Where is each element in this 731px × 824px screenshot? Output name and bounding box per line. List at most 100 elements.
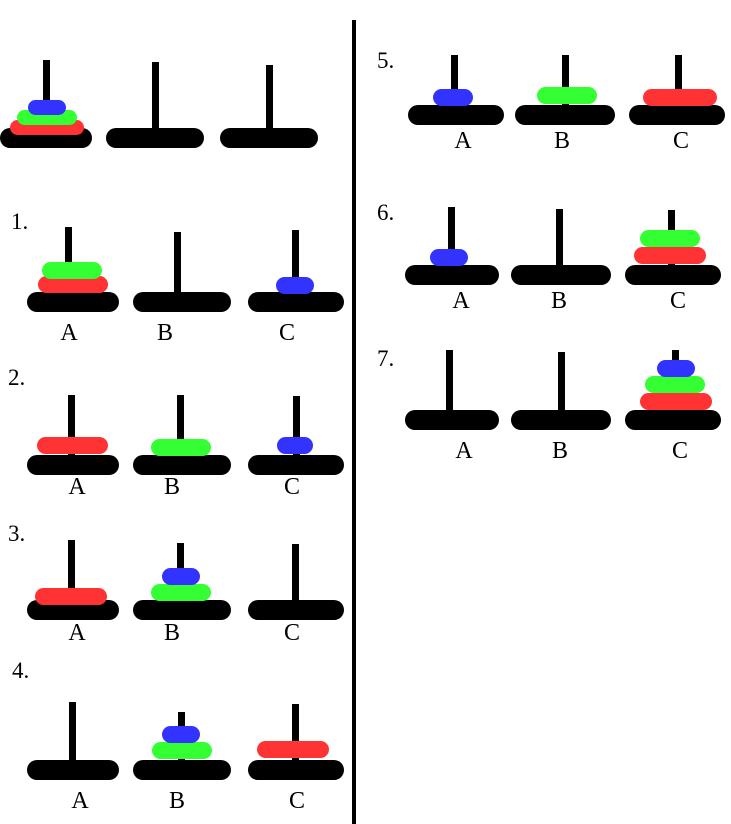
tower-b — [133, 395, 231, 475]
disk-green — [152, 742, 212, 759]
tower-a — [27, 227, 119, 312]
disk-blue — [430, 249, 468, 266]
tower-base — [27, 292, 119, 312]
tower-c — [248, 396, 344, 475]
tower-base — [629, 105, 725, 125]
tower-c — [248, 544, 344, 620]
peg-label-b: B — [164, 474, 180, 500]
peg — [556, 209, 563, 267]
tower-base — [133, 292, 231, 312]
tower-b — [133, 543, 231, 620]
tower-a — [405, 350, 499, 430]
peg-label-c: C — [670, 288, 686, 314]
peg — [446, 350, 453, 412]
tower-base — [133, 455, 231, 475]
disk-red — [640, 393, 712, 410]
tower-base — [248, 455, 344, 475]
peg-label-a: A — [68, 474, 86, 500]
tower-c — [248, 230, 344, 312]
disk-blue — [657, 360, 695, 377]
tower-base — [625, 265, 721, 285]
peg — [174, 232, 181, 294]
peg — [558, 352, 565, 412]
disk-green — [537, 87, 597, 104]
tower-b — [133, 232, 231, 312]
peg-label-c: C — [279, 320, 295, 346]
tower-base — [511, 265, 611, 285]
tower-c — [248, 704, 344, 780]
tower-base — [511, 410, 611, 430]
tower-a — [405, 207, 499, 285]
peg-label-c: C — [289, 788, 305, 814]
peg-label-c: C — [284, 620, 300, 646]
tower-b — [511, 352, 611, 430]
tower-a — [408, 55, 504, 125]
disk-red — [35, 588, 107, 605]
peg-label-a: A — [454, 128, 472, 154]
step-number: 3. — [8, 521, 25, 546]
peg-label-c: C — [673, 128, 689, 154]
tower-base — [106, 128, 204, 148]
peg-label-c: C — [284, 474, 300, 500]
peg — [292, 544, 299, 602]
step-number: 2. — [8, 365, 25, 390]
disk-green — [645, 376, 705, 393]
tower-base — [515, 105, 615, 125]
tower — [220, 65, 318, 148]
disk-blue — [277, 437, 313, 454]
step-4: 4. A B C — [12, 658, 344, 814]
tower-base — [625, 410, 721, 430]
disk-red — [37, 437, 108, 454]
peg-label-b: B — [169, 788, 185, 814]
tower-a — [27, 540, 119, 620]
tower-base — [248, 760, 344, 780]
tower-c — [625, 210, 721, 285]
peg-label-b: B — [554, 128, 570, 154]
initial-state — [0, 60, 318, 148]
disk-green — [151, 439, 211, 456]
disk-blue — [28, 100, 66, 115]
tower-base — [133, 760, 231, 780]
tower-c — [625, 350, 721, 430]
peg — [266, 65, 273, 130]
tower-c — [629, 55, 725, 125]
tower-base — [27, 760, 119, 780]
tower — [106, 62, 204, 148]
peg — [152, 62, 159, 130]
tower-b — [511, 209, 611, 285]
step-number: 4. — [12, 658, 29, 683]
disk-blue — [433, 89, 473, 106]
tower-base — [405, 265, 499, 285]
peg-label-b: B — [552, 438, 568, 464]
tower-b — [133, 712, 231, 780]
step-6: 6. A B C — [377, 200, 721, 314]
tower-base — [408, 105, 504, 125]
disk-red — [634, 247, 706, 264]
peg-label-a: A — [60, 320, 78, 346]
tower-base — [405, 410, 499, 430]
peg — [69, 702, 76, 770]
disk-red — [257, 741, 329, 758]
peg-label-c: C — [672, 438, 688, 464]
center-divider — [352, 20, 356, 824]
peg-label-b: B — [164, 620, 180, 646]
step-7: 7. A B C — [377, 346, 721, 464]
step-number: 7. — [377, 346, 394, 371]
tower-base — [220, 128, 318, 148]
step-number: 6. — [377, 200, 394, 225]
peg-label-a: A — [68, 620, 86, 646]
tower-base — [248, 292, 344, 312]
tower-base — [248, 600, 344, 620]
disk-green — [151, 584, 211, 601]
peg-label-b: B — [157, 320, 173, 346]
peg-label-a: A — [71, 788, 89, 814]
step-number: 1. — [11, 209, 28, 234]
tower-base — [133, 600, 231, 620]
peg-label-a: A — [455, 438, 473, 464]
step-5: 5. A B C — [377, 48, 725, 154]
disk-blue — [162, 568, 200, 585]
disk-blue — [276, 277, 314, 294]
tower — [0, 60, 92, 148]
step-1: 1. A B C — [11, 209, 344, 346]
